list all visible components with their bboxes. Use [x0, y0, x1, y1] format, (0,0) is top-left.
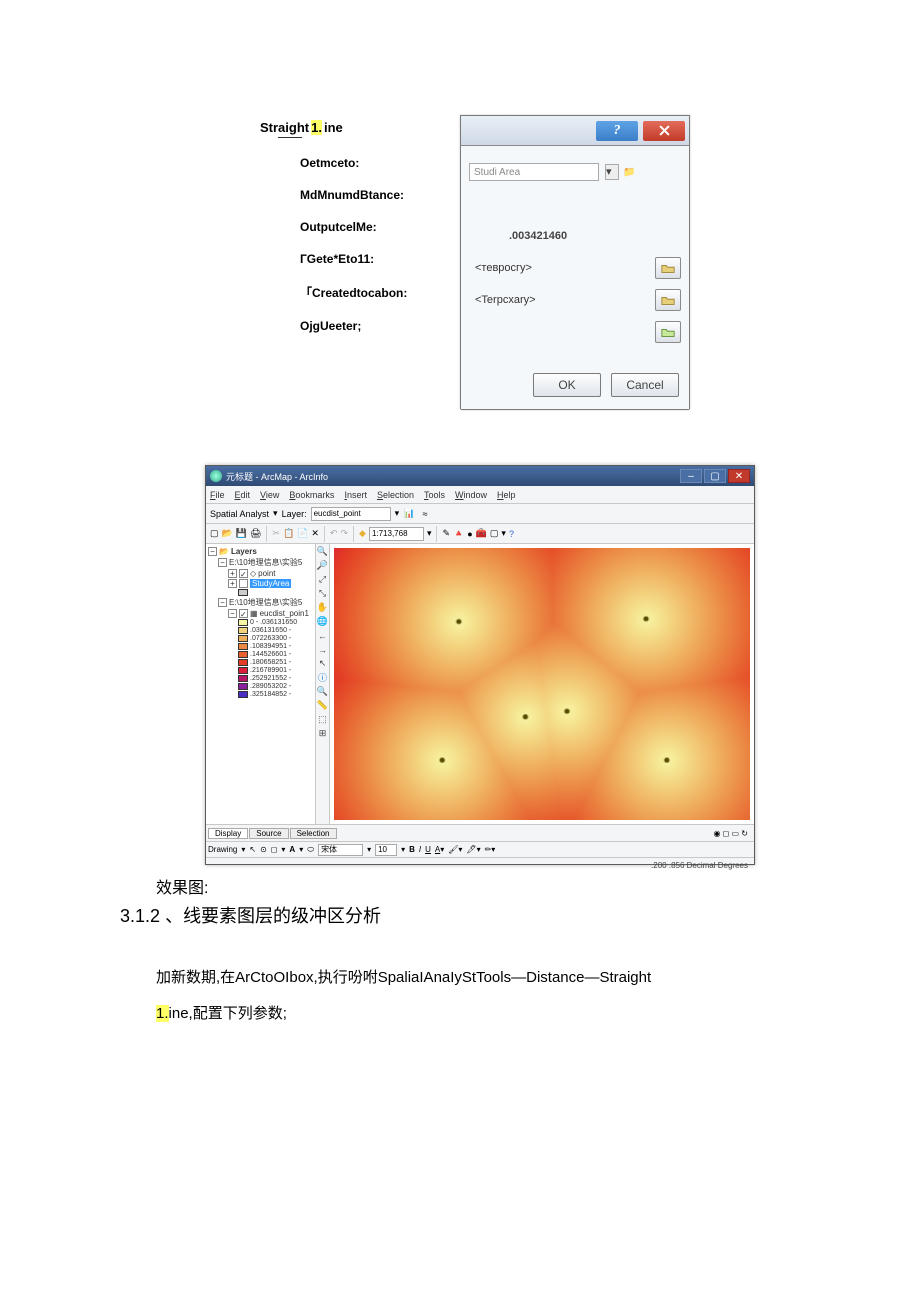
menu-help[interactable]: Help — [497, 490, 516, 500]
paragraph: 加新数期,在ArCtoOIbox,执行吩咐SpaliaIAnaIyStTools… — [156, 960, 776, 1032]
spatial-analyst-label: Spatial Analyst — [210, 509, 269, 519]
select-elements-icon[interactable]: ↖ — [249, 845, 256, 854]
full-extent-icon[interactable]: 🌐 — [317, 616, 328, 627]
pan-icon[interactable]: ✋ — [317, 602, 328, 613]
histogram-icon[interactable]: 📊 — [403, 508, 415, 520]
scale-combo[interactable]: 1:713,768 — [369, 527, 424, 541]
dropdown-icon[interactable]: ▾ — [605, 164, 619, 180]
close-button[interactable] — [643, 121, 685, 141]
new-icon[interactable]: ▢ — [210, 528, 219, 539]
menu-window[interactable]: Window — [455, 490, 487, 500]
map-canvas[interactable] — [330, 544, 754, 824]
label-output-cell: OutputcelMe: — [260, 220, 460, 234]
section-heading: 3.1.2 、线要素图层的级冲区分析 — [120, 902, 381, 928]
drawing-label: Drawing — [208, 845, 237, 854]
output-cell-value: .003421460 — [469, 230, 567, 242]
menu-bar[interactable]: File Edit View Bookmarks Insert Selectio… — [206, 486, 754, 504]
browse-temp-button[interactable] — [655, 289, 681, 311]
layer-combo[interactable]: eucdist_point — [311, 507, 391, 521]
table-of-contents[interactable]: −📂Layers −E:\10地理信息\实验5 +✓◇point +StudyA… — [206, 544, 316, 824]
tab-display[interactable]: Display — [208, 828, 248, 839]
measure-icon[interactable]: 📏 — [317, 700, 328, 711]
help-icon[interactable]: ? — [509, 529, 514, 539]
geo-placeholder: <тевросгу> — [469, 262, 655, 274]
menu-bookmarks[interactable]: Bookmarks — [289, 490, 334, 500]
editor-icon[interactable]: ✎ — [442, 528, 450, 539]
help-button[interactable]: ? — [596, 121, 638, 141]
minimize-button[interactable]: – — [680, 469, 702, 483]
menu-edit[interactable]: Edit — [235, 490, 251, 500]
browse-output-button[interactable] — [655, 321, 681, 343]
browse-geo-button[interactable] — [655, 257, 681, 279]
label-distance-to: Oetmceto: — [260, 156, 460, 170]
app-icon — [210, 470, 222, 482]
tab-source[interactable]: Source — [249, 828, 288, 839]
zoom-out-icon[interactable]: 🔎 — [317, 560, 328, 571]
toolbox-icon[interactable]: 🧰 — [476, 528, 487, 539]
label-output-raster: OjgUeeter; — [260, 319, 460, 333]
distance-to-field[interactable]: Studi Area — [469, 163, 599, 181]
menu-view[interactable]: View — [260, 490, 279, 500]
label-created-location: 「Createdtocabon: — [260, 284, 460, 301]
label-geo-extent: ГGete*Eto11: — [260, 252, 460, 266]
arcmap-window: 元标题 - ArcMap - ArcInfo – ▢ ✕ File Edit V… — [205, 465, 755, 865]
tab-selection[interactable]: Selection — [290, 828, 337, 839]
cancel-button[interactable]: Cancel — [611, 373, 679, 397]
window-title: 元标题 - ArcMap - ArcInfo — [226, 470, 328, 483]
contour-icon[interactable]: ≈ — [419, 508, 431, 520]
menu-file[interactable]: File — [210, 490, 225, 500]
ok-button[interactable]: OK — [533, 373, 601, 397]
select-icon[interactable]: ↖ — [317, 658, 328, 669]
status-bar: .200 .856 Decimal Degrees — [206, 857, 754, 873]
add-data-icon[interactable]: ◆ — [359, 528, 366, 539]
browse-icon[interactable]: 📁 — [623, 167, 635, 178]
zoom-in-icon[interactable]: 🔍 — [317, 546, 328, 557]
tools-toolbar[interactable]: 🔍 🔎 ⤢⤡ ✋ 🌐 ←→ ↖ ⓘ 🔍 📏 ⬚⊞ — [316, 544, 330, 824]
layer-label: Layer: — [282, 509, 307, 519]
effect-label: 效果图: — [156, 874, 208, 898]
label-max-distance: MdMnumdBtance: — [260, 188, 460, 202]
save-icon[interactable]: 💾 — [236, 528, 247, 539]
dialog-titlebar: ? — [461, 116, 689, 146]
menu-insert[interactable]: Insert — [344, 490, 367, 500]
pointer-icon[interactable]: 🔺 — [453, 528, 464, 539]
identify-icon[interactable]: ⓘ — [317, 672, 328, 683]
temp-placeholder: <Terpcxary> — [469, 294, 655, 306]
open-icon[interactable]: 📂 — [222, 528, 233, 539]
font-combo[interactable]: 宋体 — [318, 844, 363, 856]
find-icon[interactable]: 🔍 — [317, 686, 328, 697]
maximize-button[interactable]: ▢ — [704, 469, 726, 483]
fontsize-combo[interactable]: 10 — [375, 844, 397, 856]
menu-selection[interactable]: Selection — [377, 490, 414, 500]
menu-tools[interactable]: Tools — [424, 490, 445, 500]
window-close-button[interactable]: ✕ — [728, 469, 750, 483]
straight-line-title: Straight1.ine — [260, 120, 460, 135]
print-icon[interactable]: 🖨 — [250, 528, 261, 539]
